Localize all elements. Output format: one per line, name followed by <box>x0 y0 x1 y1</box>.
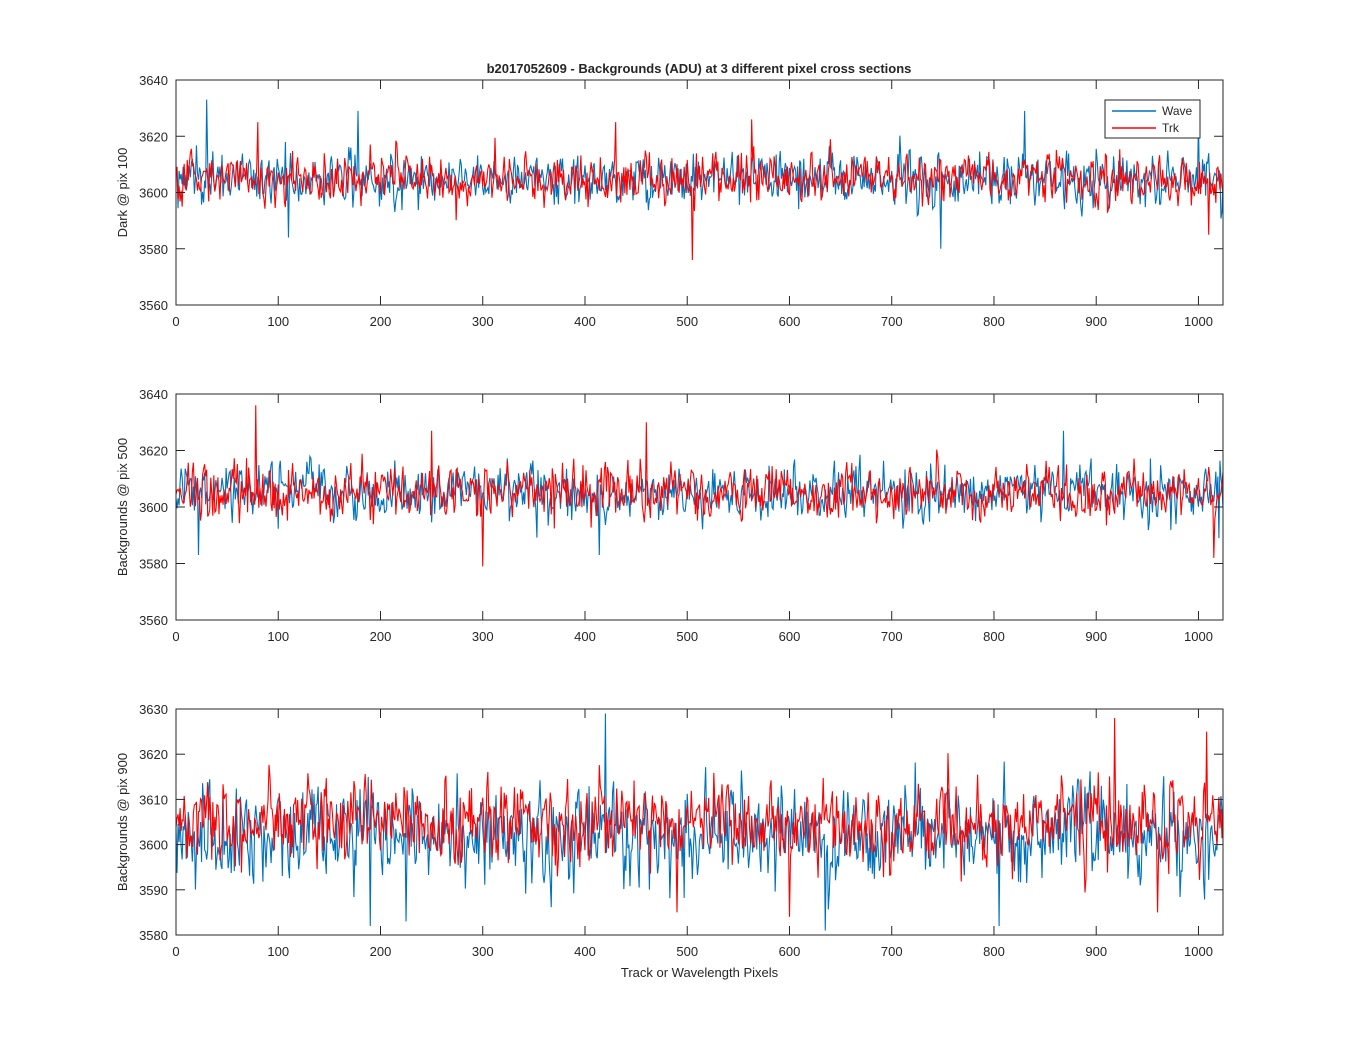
axes-frame <box>175 708 1224 936</box>
axes-3: 0 100 200 300 400 500 600 700 800 900 1000 3580 3590… <box>115 702 1224 980</box>
x-tick-label: 700 <box>881 944 903 959</box>
series-line-wave-axes-2 <box>176 430 1223 556</box>
y-tick-label: 3590 <box>139 883 168 898</box>
y-tick-label: 3580 <box>139 928 168 943</box>
x-tick-label: 300 <box>472 944 494 959</box>
y-tick-label: 3580 <box>139 557 168 572</box>
x-tick-label: 0 <box>172 944 179 959</box>
x-tick-label: 400 <box>574 944 596 959</box>
chart-title: b2017052609 - Backgrounds (ADU) at 3 dif… <box>487 61 912 76</box>
legend-box <box>1104 99 1201 139</box>
x-axis-label: Track or Wavelength Pixels <box>621 965 779 980</box>
series-line-trk-axes-2 <box>176 405 1223 567</box>
x-tick-label: 0 <box>172 629 179 644</box>
x-tick-label: 200 <box>370 314 392 329</box>
y-tick-label: 3580 <box>139 242 168 257</box>
x-tick-label: 900 <box>1085 629 1107 644</box>
x-tick-label: 700 <box>881 629 903 644</box>
x-tick-label: 1000 <box>1184 314 1213 329</box>
axes-container: 0 100 200 300 400 500 600 700 800 900 100035603580… <box>115 73 1224 980</box>
y-tick-label: 3640 <box>139 73 168 88</box>
y-axis-label: Dark @ pix 100 <box>115 148 130 238</box>
y-tick-label: 3620 <box>139 444 168 459</box>
x-tick-label: 200 <box>370 944 392 959</box>
x-tick-label: 900 <box>1085 314 1107 329</box>
y-tick-label: 3610 <box>139 792 168 807</box>
x-tick-label: 400 <box>574 629 596 644</box>
x-tick-label: 100 <box>267 944 289 959</box>
x-tick-label: 600 <box>779 314 801 329</box>
y-tick-label: 3560 <box>139 298 168 313</box>
axes-1: 0 100 200 300 400 500 600 700 800 900 1000 3560 3580… <box>115 73 1224 329</box>
x-tick-label: 900 <box>1085 944 1107 959</box>
x-tick-label: 1000 <box>1184 629 1213 644</box>
y-tick-label: 3630 <box>139 702 168 717</box>
series-line-trk-axes-1 <box>176 119 1223 261</box>
y-axis-label: Backgrounds @ pix 900 <box>115 753 130 891</box>
y-tick-label: 3620 <box>139 747 168 762</box>
x-tick-label: 800 <box>983 629 1005 644</box>
y-tick-label: 3640 <box>139 387 168 402</box>
x-tick-label: 300 <box>472 314 494 329</box>
x-tick-label: 600 <box>779 944 801 959</box>
axes-2: 0 100 200 300 400 500 600 700 800 900 1000 3560 3580… <box>115 387 1224 644</box>
x-tick-label: 400 <box>574 314 596 329</box>
y-tick-label: 3600 <box>139 186 168 201</box>
x-tick-label: 300 <box>472 629 494 644</box>
x-tick-label: 500 <box>676 629 698 644</box>
x-tick-label: 100 <box>267 314 289 329</box>
x-tick-label: 1000 <box>1184 944 1213 959</box>
legend-trk-label: Trk <box>1162 121 1180 135</box>
y-axis-label: Backgrounds @ pix 500 <box>115 438 130 576</box>
y-tick-label: 3620 <box>139 129 168 144</box>
y-tick-label: 3600 <box>139 500 168 515</box>
x-tick-label: 700 <box>881 314 903 329</box>
x-tick-label: 800 <box>983 944 1005 959</box>
x-tick-label: 500 <box>676 944 698 959</box>
x-tick-label: 0 <box>172 314 179 329</box>
x-tick-label: 600 <box>779 629 801 644</box>
y-tick-label: 3560 <box>139 613 168 628</box>
series-line-wave-axes-1 <box>176 99 1223 249</box>
x-tick-label: 200 <box>370 629 392 644</box>
series-line-trk-axes-3 <box>176 718 1223 917</box>
x-tick-label: 800 <box>983 314 1005 329</box>
y-tick-label: 3600 <box>139 838 168 853</box>
legend: Wave Trk <box>1104 99 1201 139</box>
legend-wave-label: Wave <box>1162 104 1193 118</box>
x-tick-label: 100 <box>267 629 289 644</box>
x-tick-label: 500 <box>676 314 698 329</box>
